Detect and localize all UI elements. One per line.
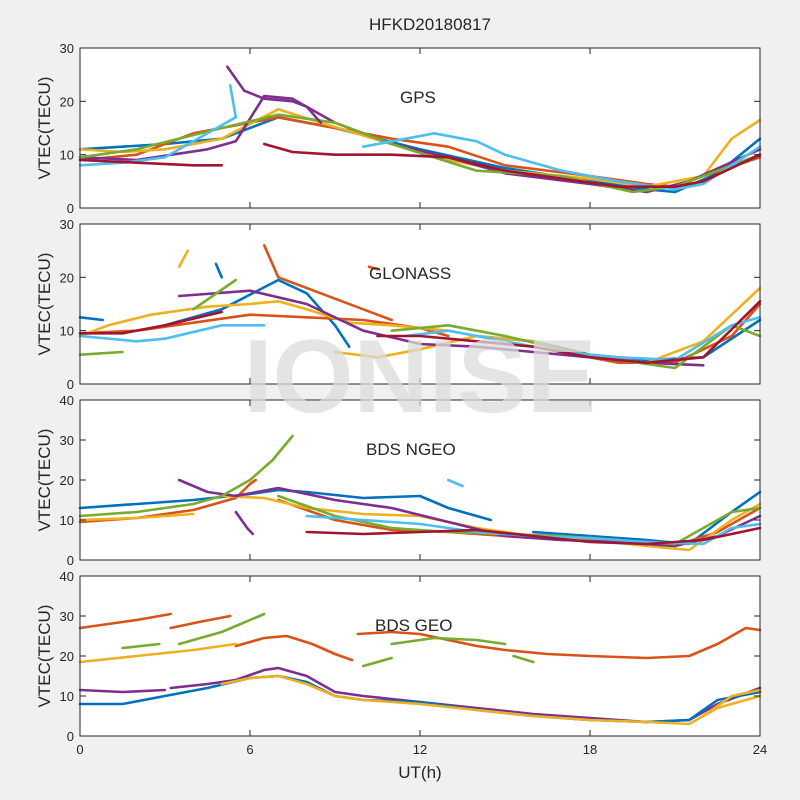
series-line-11 <box>447 478 464 488</box>
x-tick-label: 18 <box>583 742 597 757</box>
figure-title: HFKD20180817 <box>369 15 491 34</box>
y-tick-label: 10 <box>60 513 74 528</box>
panel-label: BDS GEO <box>375 616 452 635</box>
series-line-7 <box>177 478 762 548</box>
y-tick-label: 20 <box>60 270 74 285</box>
x-tick-label: 12 <box>413 742 427 757</box>
series-line-8 <box>78 434 294 518</box>
series-line-6 <box>177 612 266 646</box>
x-tick-label: 24 <box>753 742 767 757</box>
series-line-8 <box>121 642 161 650</box>
y-tick-label: 20 <box>60 649 74 664</box>
y-tick-label: 30 <box>60 433 74 448</box>
series-group <box>78 434 762 552</box>
series-line-7 <box>362 132 762 191</box>
series-line-8 <box>333 286 762 364</box>
series-line-14 <box>404 316 762 362</box>
y-axis-label: VTEC(TECU) <box>35 253 54 356</box>
y-tick-label: 20 <box>60 94 74 109</box>
series-line-10 <box>512 654 535 664</box>
series-line-13 <box>78 324 266 343</box>
subplot-1: 0 10 20 30 VTEC(TECU) GPS <box>35 41 762 216</box>
series-group <box>78 612 762 726</box>
series-line-4 <box>262 244 393 322</box>
y-axis-label: VTEC(TECU) <box>35 77 54 180</box>
series-line-1 <box>78 612 172 630</box>
y-tick-label: 40 <box>60 569 74 584</box>
series-line-9 <box>362 656 393 668</box>
series-line-5 <box>78 512 195 522</box>
series-line-16 <box>376 300 762 364</box>
series-line-11 <box>192 278 238 311</box>
y-tick-label: 0 <box>67 729 74 744</box>
series-line-8 <box>78 158 223 167</box>
y-tick-label: 0 <box>67 377 74 392</box>
series-line-17 <box>177 249 189 268</box>
series-line-15 <box>78 310 223 335</box>
series-line-14 <box>220 674 762 726</box>
y-tick-label: 10 <box>60 148 74 163</box>
y-tick-label: 40 <box>60 393 74 408</box>
x-tick-label: 0 <box>76 742 83 757</box>
y-axis-label: VTEC(TECU) <box>35 605 54 708</box>
watermark: IONISE <box>244 319 597 435</box>
series-group <box>78 244 762 370</box>
series-line-4 <box>356 626 762 660</box>
x-tick-label: 6 <box>246 742 253 757</box>
series-line-7 <box>390 636 507 646</box>
series-line-2 <box>169 614 232 630</box>
series-line-13 <box>234 510 255 536</box>
y-tick-label: 20 <box>60 473 74 488</box>
y-tick-label: 10 <box>60 689 74 704</box>
subplot-3: 0 10 20 30 40 VTEC(TECU) BDS NGEO <box>35 393 762 568</box>
panel-label: GLONASS <box>369 264 451 283</box>
series-line-12 <box>305 526 762 546</box>
plot-area <box>80 400 760 560</box>
plot-area <box>80 48 760 208</box>
subplot-2: 0 10 20 30 VTEC(TECU) GLONASS <box>35 217 762 392</box>
y-tick-label: 0 <box>67 553 74 568</box>
x-axis-label: UT(h) <box>398 763 441 782</box>
y-tick-label: 0 <box>67 201 74 216</box>
series-line-6 <box>78 84 238 167</box>
y-tick-label: 30 <box>60 609 74 624</box>
series-line-2 <box>163 278 351 348</box>
series-line-15 <box>702 688 762 718</box>
subplots: 0 10 20 30 VTEC(TECU) GPS 0 10 20 30 VTEC(TECU) GLO… <box>35 41 767 757</box>
y-tick-label: 10 <box>60 324 74 339</box>
series-line-19 <box>367 265 379 271</box>
subplot-4: 0 6 12 18 24 0 10 20 30 40 VTEC(TECU) BDS GEO <box>35 569 767 757</box>
series-line-18 <box>214 262 223 279</box>
series-line-10 <box>78 350 124 356</box>
series-line-7 <box>78 300 450 338</box>
series-line-3 <box>234 634 354 662</box>
panel-label: BDS NGEO <box>366 440 456 459</box>
panel-label: GPS <box>400 88 436 107</box>
series-line-11 <box>78 688 167 694</box>
plot-area <box>80 576 760 736</box>
series-line-5 <box>78 642 238 664</box>
series-line-9 <box>262 142 762 188</box>
series-line-1 <box>78 316 104 322</box>
series-group <box>78 65 762 194</box>
plot-area <box>80 224 760 384</box>
series-line-10 <box>226 65 323 124</box>
y-tick-label: 30 <box>60 41 74 56</box>
y-axis-label: VTEC(TECU) <box>35 429 54 532</box>
y-tick-label: 30 <box>60 217 74 232</box>
